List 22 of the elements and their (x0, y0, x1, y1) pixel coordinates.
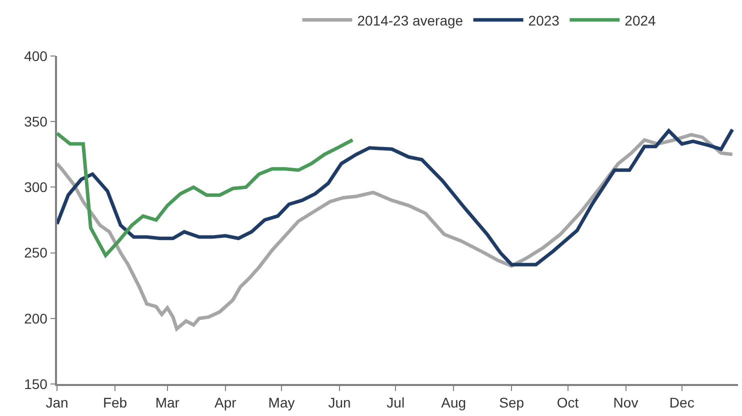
line-series (57, 132, 354, 258)
x-tick-label: Mar (155, 394, 180, 411)
x-tick-label: Jun (328, 394, 351, 411)
x-tick-label: Oct (556, 394, 579, 411)
legend-label: 2014-23 average (357, 12, 464, 28)
x-tick-label: Sep (499, 394, 524, 411)
x-tick-label: Jul (386, 394, 405, 411)
x-tick-label: Nov (613, 394, 638, 411)
y-tick-label: 150 (24, 376, 48, 392)
x-tick-label: Apr (214, 394, 237, 411)
y-tick-label: 350 (24, 114, 48, 130)
y-tick-label: 400 (24, 48, 48, 64)
y-tick-label: 300 (24, 179, 48, 196)
x-tick-label: Dec (669, 394, 694, 411)
y-tick-label: 200 (24, 310, 48, 326)
y-tick-label: 250 (24, 244, 48, 261)
x-tick-label: Aug (441, 394, 466, 411)
x-tick-label: Jan (46, 394, 68, 411)
x-tick-label: May (268, 394, 295, 411)
legend-label: 2024 (624, 12, 656, 28)
x-tick-label: Feb (102, 394, 128, 411)
legend-label: 2023 (528, 12, 560, 28)
